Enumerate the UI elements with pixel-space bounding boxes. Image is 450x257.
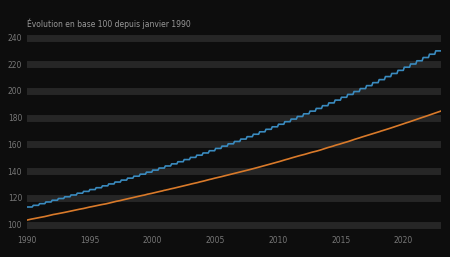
- Text: Évolution en base 100 depuis janvier 1990: Évolution en base 100 depuis janvier 199…: [27, 18, 191, 29]
